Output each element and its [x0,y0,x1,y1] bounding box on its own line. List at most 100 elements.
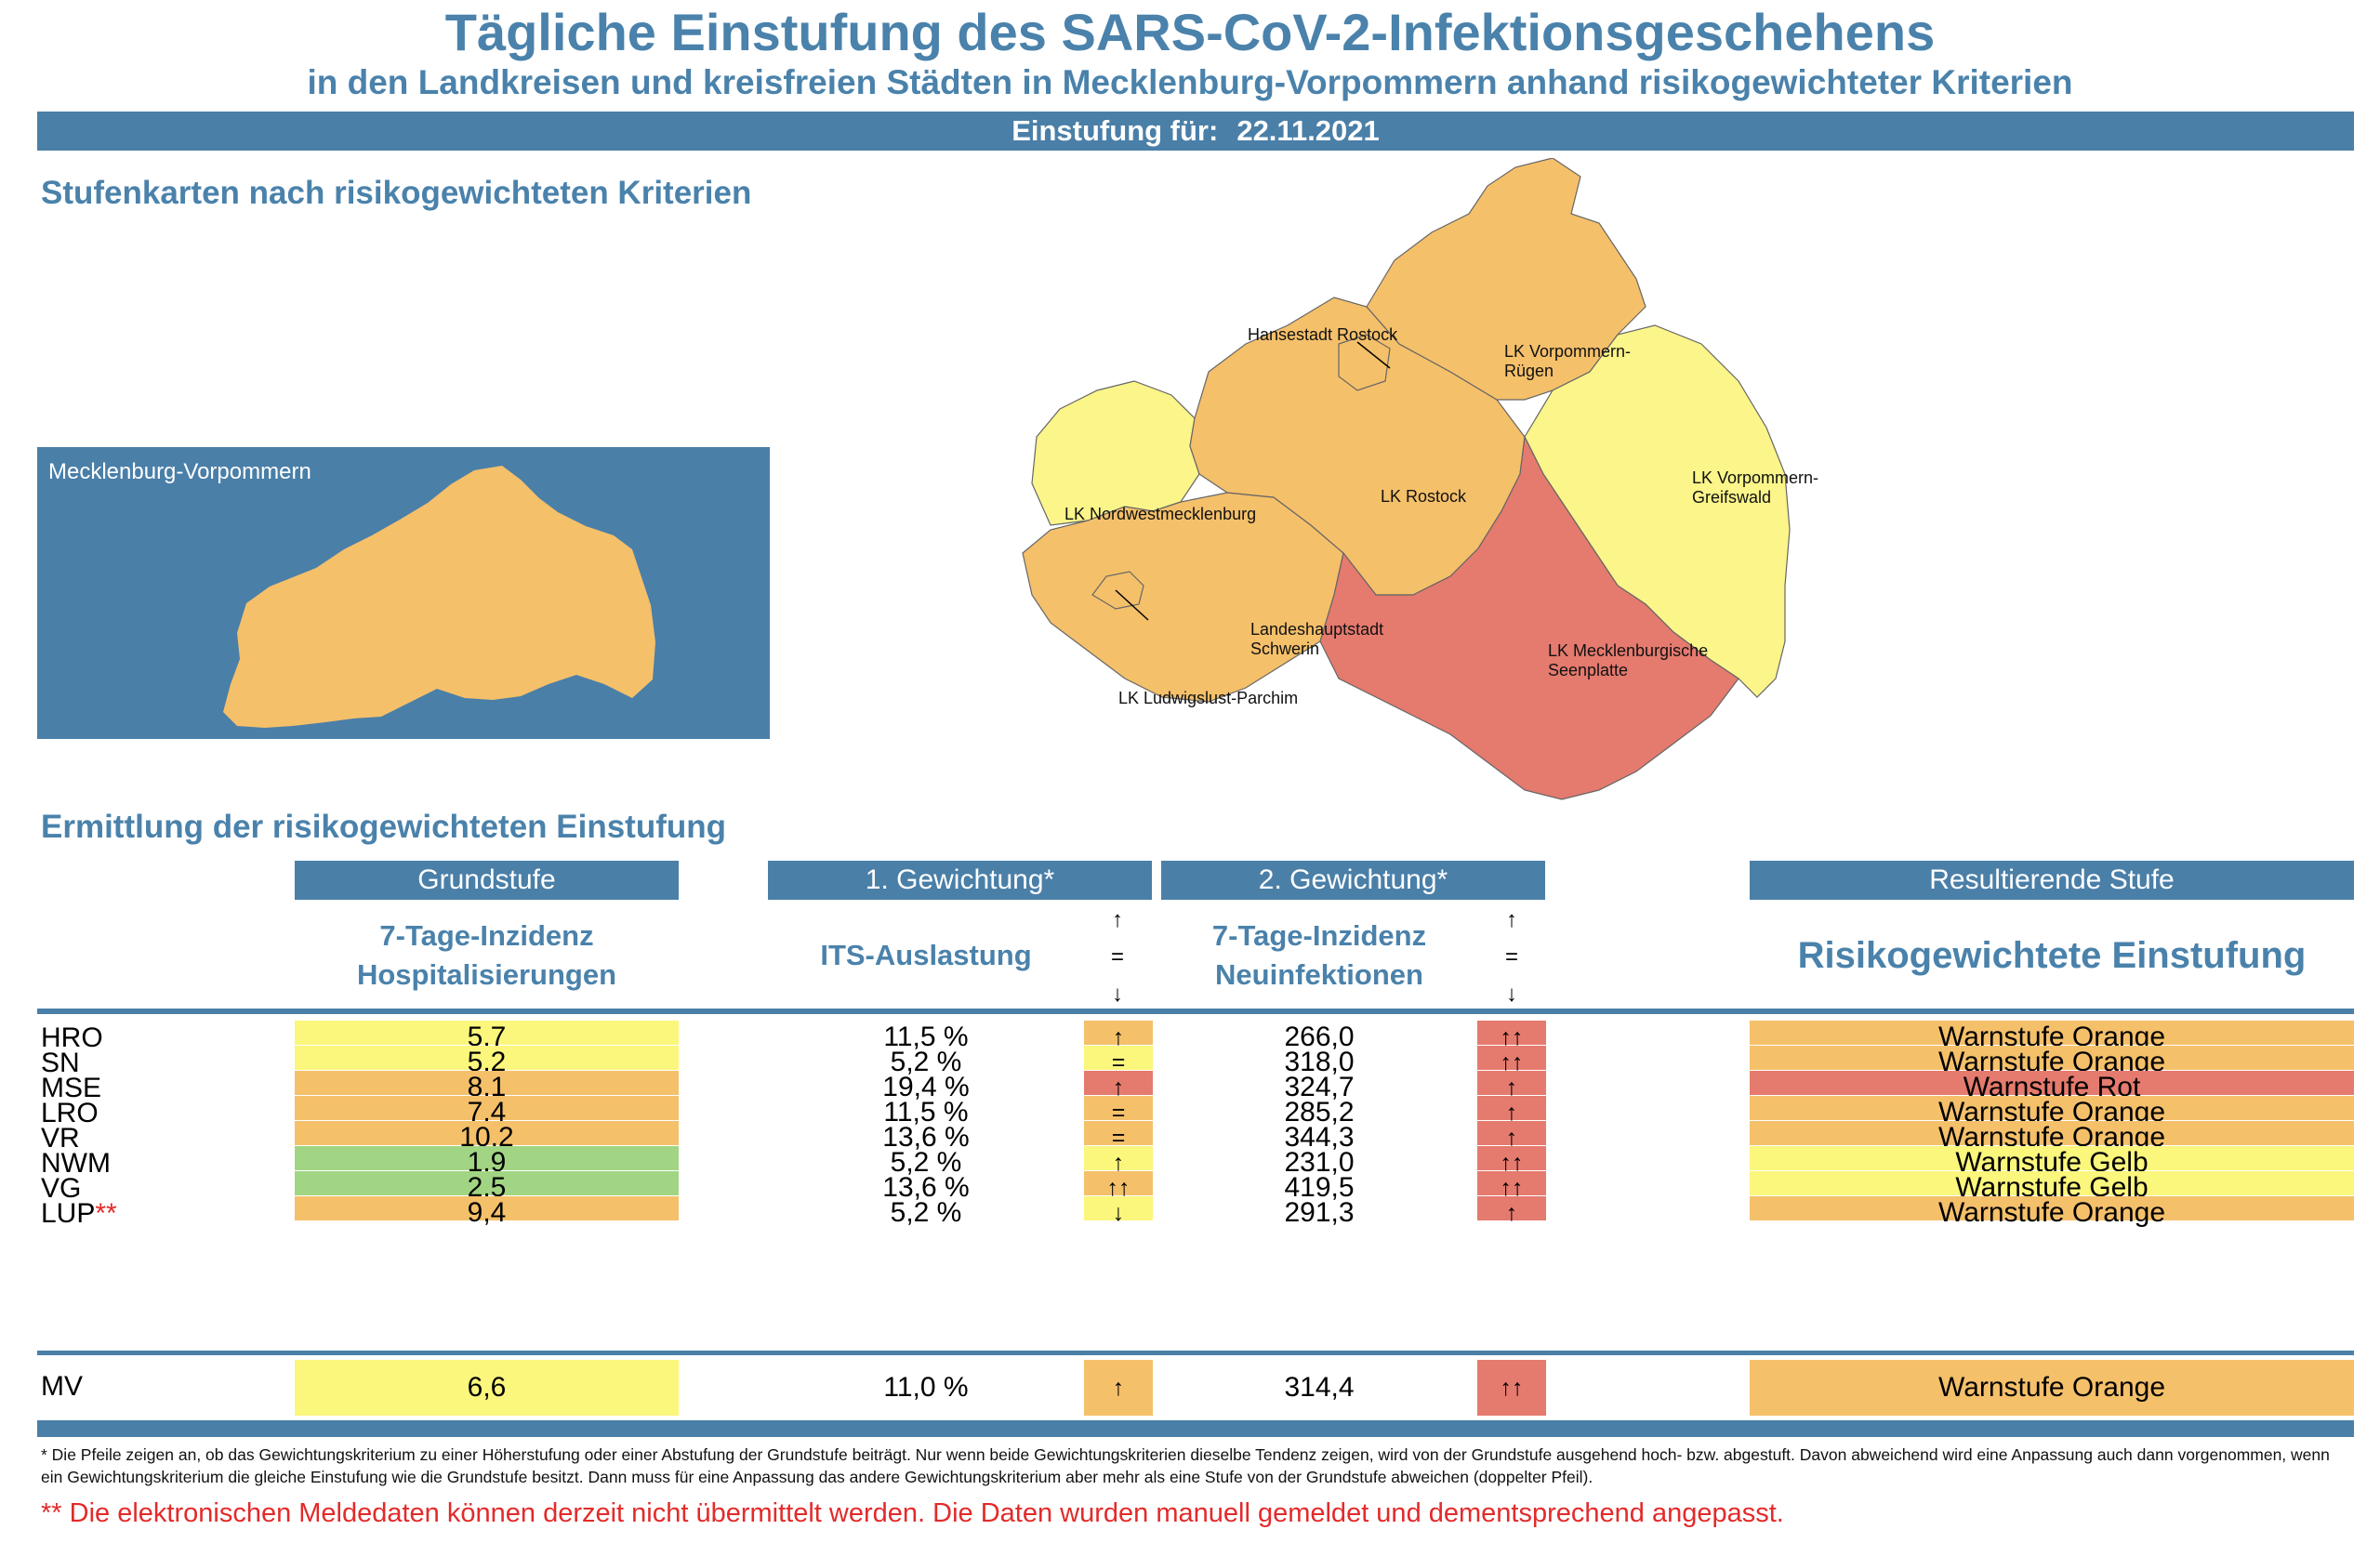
total-row-label: MV [41,1371,83,1402]
subheader-its: ITS-Auslastung [820,939,1032,971]
arrow-legend-2-eq: = [1504,944,1518,969]
district-map [1022,158,1791,800]
date-bar: Einstufung für: 22.11.2021 [37,112,2354,151]
total-arrow-2: ↑↑ [1477,1360,1546,1416]
inzidenz-value: 285,2 [1284,1097,1355,1127]
row-label-text: VR [41,1123,80,1154]
row-label: VR [41,1121,80,1156]
row-label-text: LUP [41,1198,96,1229]
grundstufe-value: 9,4 [295,1196,679,1228]
overview-map-box [37,447,770,739]
result-value: Warnstufe Gelb [1750,1171,2354,1203]
its-value: 5,2 % [890,1047,962,1077]
subheader-hospitalisierung-line2: Hospitalisierungen [356,958,617,991]
result-value: Warnstufe Orange [1750,1121,2354,1153]
table-section-heading: Ermittlung der risikogewichteten Einstuf… [41,809,726,845]
map-label-vr-line2: Rügen [1504,362,1554,380]
page-subtitle: in den Landkreisen und kreisfreien Städt… [307,63,2073,101]
row-label-text: MSE [41,1073,102,1103]
arrow-2: ↑↑ [1477,1021,1546,1050]
row-label-text: SN [41,1048,80,1078]
result-value: Warnstufe Orange [1750,1046,2354,1077]
row-label: VG [41,1171,81,1207]
row-label-text: LRO [41,1098,99,1128]
col-header-gewichtung-2: 2. Gewichtung* [1161,861,1545,900]
arrow-1: ↑↑ [1084,1171,1153,1201]
subheader-hospitalisierung-line1: 7-Tage-Inzidenz [379,919,594,952]
map-label-mse-line1: LK Mecklenburgische [1548,641,1709,660]
footnote-manual: ** Die elektronischen Meldedaten können … [41,1498,1784,1528]
result-value: Warnstufe Orange [1750,1021,2354,1052]
arrow-legend-1-down: ↓ [1112,982,1123,1007]
arrow-legend-2-down: ↓ [1506,982,1517,1007]
arrow-1: ↑ [1084,1071,1153,1101]
its-value: 11,5 % [883,1097,969,1127]
map-label-nwm: LK Nordwestmecklenburg [1064,505,1257,523]
its-value: 5,2 % [890,1147,962,1178]
inzidenz-value: 419,5 [1284,1172,1355,1203]
subheader-hospitalisierung: 7-Tage-Inzidenz Hospitalisierungen [295,916,679,995]
leader-line-sn [1115,589,1149,621]
table-bottom-rule [37,1420,2354,1437]
arrow-legend-2: ↑ = ↓ [1493,902,1530,1013]
inzidenz-value: 344,3 [1284,1122,1355,1153]
col-header-grundstufe: Grundstufe [295,861,679,900]
inzidenz-value: 231,0 [1284,1147,1355,1178]
total-arrow-1: ↑ [1084,1360,1153,1416]
arrow-2: ↑↑ [1477,1171,1546,1201]
map-label-mse-line2: Seenplatte [1548,661,1629,679]
map-label-hro: Hansestadt Rostock [1248,325,1398,344]
result-value: Warnstufe Orange [1750,1096,2354,1127]
row-label: NWM [41,1146,111,1181]
grundstufe-value: 5,7 [295,1021,679,1052]
date-label: Einstufung für: [1012,114,1219,147]
result-value: Warnstufe Gelb [1750,1146,2354,1178]
region-mse [1319,434,1739,800]
row-label: LRO [41,1096,99,1131]
region-sn [1091,571,1144,610]
row-label-text: NWM [41,1148,111,1179]
row-label-text: HRO [41,1022,103,1053]
map-label-sn: Landeshauptstadt Schwerin [1250,620,1383,659]
table-total-rule [37,1351,2354,1355]
row-label: MSE [41,1071,101,1106]
map-label-lup: LK Ludwigslust-Parchim [1118,689,1299,707]
result-value: Warnstufe Rot [1750,1071,2354,1102]
arrow-1: ↑ [1084,1021,1153,1050]
row-label: SN [41,1046,80,1081]
arrow-2: ↑ [1477,1196,1546,1226]
arrow-2: ↑ [1477,1096,1546,1126]
inzidenz-value: 266,0 [1284,1022,1355,1052]
map-label-vg-line1: LK Vorpommern- [1692,468,1819,487]
page-title: Tägliche Einstufung des SARS-CoV-2-Infek… [444,3,1936,61]
overview-map-shape [223,466,655,728]
arrow-legend-1-up: ↑ [1112,907,1123,932]
arrow-1: = [1084,1046,1153,1075]
row-label-text: VG [41,1173,82,1204]
arrow-2: ↑↑ [1477,1146,1546,1176]
map-section-heading: Stufenkarten nach risikogewichteten Krit… [41,175,752,211]
grundstufe-value: 7,4 [295,1096,679,1127]
grundstufe-value: 10,2 [295,1121,679,1153]
arrow-2: ↑ [1477,1121,1546,1151]
subheader-neuinfektionen-line1: 7-Tage-Inzidenz [1211,919,1427,952]
arrow-1: = [1084,1121,1153,1151]
arrow-2: ↑ [1477,1071,1546,1101]
date-value: 22.11.2021 [1236,114,1380,147]
total-grundstufe-value: 6,6 [295,1360,679,1416]
arrow-1: ↑ [1084,1146,1153,1176]
table-top-rule [37,1009,2354,1014]
subheader-result: Risikogewichtete Einstufung [1797,935,2307,976]
total-result-value: Warnstufe Orange [1750,1360,2354,1416]
grundstufe-value: 2,5 [295,1171,679,1203]
overview-map [223,466,655,728]
grundstufe-value: 8,1 [295,1071,679,1102]
grundstufe-value: 5,2 [295,1046,679,1077]
region-hro [1338,334,1391,391]
its-value: 11,5 % [883,1022,969,1052]
footnote-arrows: * Die Pfeile zeigen an, ob das Gewichtun… [41,1445,2330,1486]
its-value: 5,2 % [890,1197,962,1228]
col-header-result: Resultierende Stufe [1750,861,2354,900]
subheader-neuinfektionen: 7-Tage-Inzidenz Neuinfektionen [1161,916,1477,995]
arrow-1: ↓ [1084,1196,1153,1226]
